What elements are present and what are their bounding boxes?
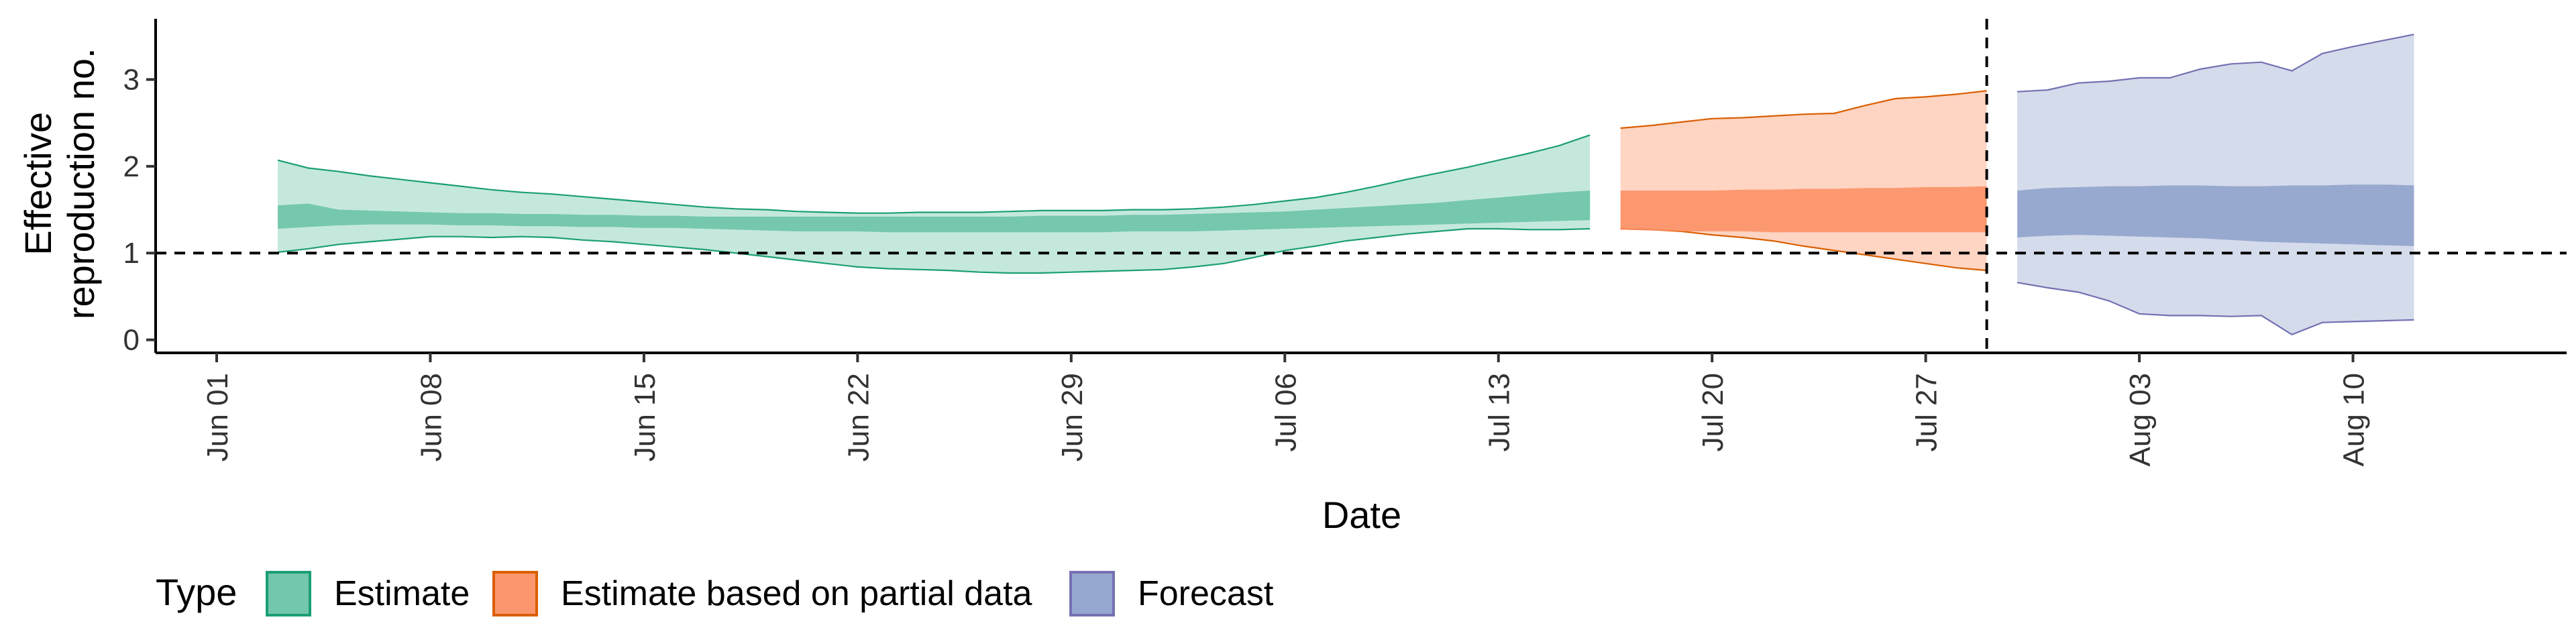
x-tick-label: Aug 10 (2338, 373, 2371, 466)
y-tick-label: 1 (123, 237, 140, 270)
y-axis-title: Effective reproduction no. (17, 48, 102, 319)
forecast-inner-band (2017, 184, 2414, 246)
x-tick-label: Jul 20 (1697, 373, 1729, 451)
estimate-outer-upper-edge (277, 134, 1591, 214)
y-tick-label: 2 (123, 150, 140, 183)
x-tick-label: Jun 29 (1056, 373, 1089, 462)
legend: Type Estimate Estimate based on partial da… (156, 571, 1274, 616)
estimate-based-on-partial-data-inner-band (1620, 186, 1987, 233)
x-tick-label: Jul 06 (1269, 373, 1302, 451)
forecast-outer-band (2017, 34, 2414, 335)
y-axis-title-line: Effective (17, 112, 59, 256)
x-tick-label: Jul 13 (1483, 373, 1516, 451)
x-tick-label: Aug 03 (2124, 373, 2157, 466)
estimate-outer-band (278, 135, 1591, 273)
legend-key (1069, 571, 1115, 616)
estimate-inner-band (278, 191, 1591, 233)
y-tick-label: 0 (123, 324, 140, 357)
legend-title: Type (156, 571, 237, 613)
legend-label: Estimate (334, 574, 470, 613)
forecast-outer-lower-edge (2017, 282, 2414, 336)
legend-label: Forecast (1138, 574, 1274, 613)
x-axis-title: Date (1322, 494, 1401, 536)
x-tick-label: Jun 08 (415, 373, 447, 462)
legend-key (492, 571, 538, 616)
y-tick-label: 3 (123, 64, 140, 97)
estimate-based-on-partial-data-outer-upper-edge (1620, 90, 1987, 129)
x-tick-label: Jun 01 (201, 373, 234, 462)
axes: 0 1 2 3 Jun 01 Jun 08 Jun 15 Jun 22 Jun 29 Jul 06… (123, 19, 2567, 466)
legend-label: Estimate based on partial data (561, 574, 1032, 613)
legend-key (266, 571, 311, 616)
x-tick-label: Jun 22 (842, 373, 875, 462)
reference-lines (156, 19, 2567, 353)
estimate-outer-lower-edge (277, 227, 1591, 274)
x-tick-label: Jul 27 (1911, 373, 1943, 451)
y-axis-title-line: reproduction no. (60, 48, 102, 319)
uncertainty-bands (277, 34, 2414, 336)
forecast-outer-upper-edge (2017, 34, 2414, 93)
estimate-based-on-partial-data-outer-band (1620, 91, 1987, 271)
x-tick-label: Jun 15 (629, 373, 661, 462)
